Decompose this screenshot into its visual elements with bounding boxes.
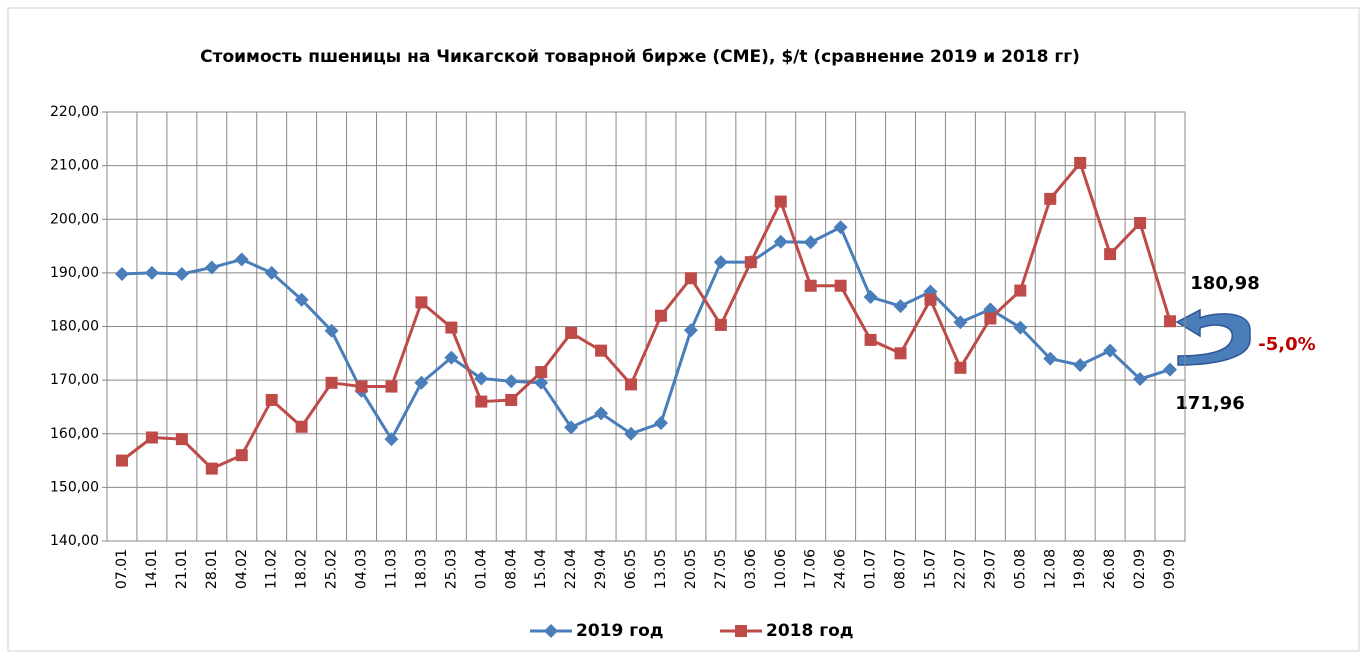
x-tick-label: 06.05 xyxy=(623,549,639,589)
x-tick-label: 21.01 xyxy=(174,549,190,589)
x-tick-label: 11.02 xyxy=(264,549,280,589)
x-tick-label: 18.03 xyxy=(413,549,429,589)
x-tick-label: 17.06 xyxy=(803,549,819,589)
y-tick-label: 150,00 xyxy=(50,479,99,495)
x-tick-label: 28.01 xyxy=(204,549,220,589)
point xyxy=(475,396,487,408)
x-tick-label: 25.02 xyxy=(324,549,340,589)
point xyxy=(954,362,966,374)
point xyxy=(775,196,787,208)
x-tick-label: 13.05 xyxy=(653,549,669,589)
x-tick-label: 18.02 xyxy=(294,549,310,589)
point xyxy=(445,322,457,334)
x-tick-label: 05.08 xyxy=(1012,549,1028,589)
chart: Стоимость пшеницы на Чикагской товарной … xyxy=(0,0,1367,659)
point xyxy=(835,280,847,292)
x-tick-label: 29.07 xyxy=(982,549,998,589)
point xyxy=(415,296,427,308)
point xyxy=(595,345,607,357)
point xyxy=(895,347,907,359)
x-tick-label: 07.01 xyxy=(114,549,130,589)
annotation: 171,96 xyxy=(1175,393,1244,414)
x-tick-label: 11.03 xyxy=(383,549,399,589)
x-tick-label: 08.04 xyxy=(503,549,519,589)
point xyxy=(805,280,817,292)
y-tick-label: 170,00 xyxy=(50,372,99,388)
y-tick-label: 160,00 xyxy=(50,426,99,442)
x-tick-label: 15.07 xyxy=(922,549,938,589)
x-tick-label: 22.04 xyxy=(563,549,579,589)
x-tick-label: 08.07 xyxy=(893,549,909,589)
x-tick-label: 02.09 xyxy=(1132,549,1148,589)
point xyxy=(625,378,637,390)
point xyxy=(735,625,747,637)
x-tick-label: 15.04 xyxy=(533,549,549,589)
chart-title: Стоимость пшеницы на Чикагской товарной … xyxy=(200,47,1080,67)
annotation: -5,0% xyxy=(1258,334,1315,355)
point xyxy=(1074,157,1086,169)
point xyxy=(924,294,936,306)
y-tick-label: 210,00 xyxy=(50,158,99,174)
y-tick-label: 190,00 xyxy=(50,265,99,281)
point xyxy=(1164,315,1176,327)
point xyxy=(1014,285,1026,297)
x-tick-label: 24.06 xyxy=(833,549,849,589)
point xyxy=(565,327,577,339)
point xyxy=(296,421,308,433)
legend-label: 2019 год xyxy=(576,621,664,641)
point xyxy=(326,377,338,389)
point xyxy=(715,319,727,331)
point xyxy=(1134,217,1146,229)
point xyxy=(356,381,368,393)
point xyxy=(745,256,757,268)
point xyxy=(535,366,547,378)
x-tick-label: 19.08 xyxy=(1072,549,1088,589)
annotation: 180,98 xyxy=(1190,273,1259,294)
point xyxy=(984,312,996,324)
x-tick-label: 10.06 xyxy=(773,549,789,589)
point xyxy=(266,394,278,406)
point xyxy=(685,272,697,284)
point xyxy=(116,455,128,467)
point xyxy=(505,394,517,406)
x-tick-label: 26.08 xyxy=(1102,549,1118,589)
x-tick-label: 25.03 xyxy=(443,549,459,589)
point xyxy=(236,449,248,461)
x-tick-label: 09.09 xyxy=(1162,549,1178,589)
point xyxy=(206,463,218,475)
y-tick-label: 200,00 xyxy=(50,211,99,227)
x-tick-label: 12.08 xyxy=(1042,549,1058,589)
point xyxy=(1044,193,1056,205)
x-tick-label: 01.04 xyxy=(473,549,489,589)
point xyxy=(865,334,877,346)
x-tick-label: 04.02 xyxy=(234,549,250,589)
point xyxy=(146,432,158,444)
y-tick-label: 180,00 xyxy=(50,319,99,335)
x-tick-label: 14.01 xyxy=(144,549,160,589)
point xyxy=(1104,248,1116,260)
x-tick-label: 22.07 xyxy=(952,549,968,589)
x-tick-label: 04.03 xyxy=(354,549,370,589)
x-tick-label: 01.07 xyxy=(863,549,879,589)
x-tick-label: 20.05 xyxy=(683,549,699,589)
y-tick-label: 220,00 xyxy=(50,104,99,120)
x-tick-label: 29.04 xyxy=(593,549,609,589)
x-tick-label: 27.05 xyxy=(713,549,729,589)
legend-label: 2018 год xyxy=(766,621,854,641)
x-tick-label: 03.06 xyxy=(743,549,759,589)
y-tick-label: 140,00 xyxy=(50,533,99,549)
point xyxy=(385,381,397,393)
point xyxy=(176,433,188,445)
point xyxy=(655,310,667,322)
